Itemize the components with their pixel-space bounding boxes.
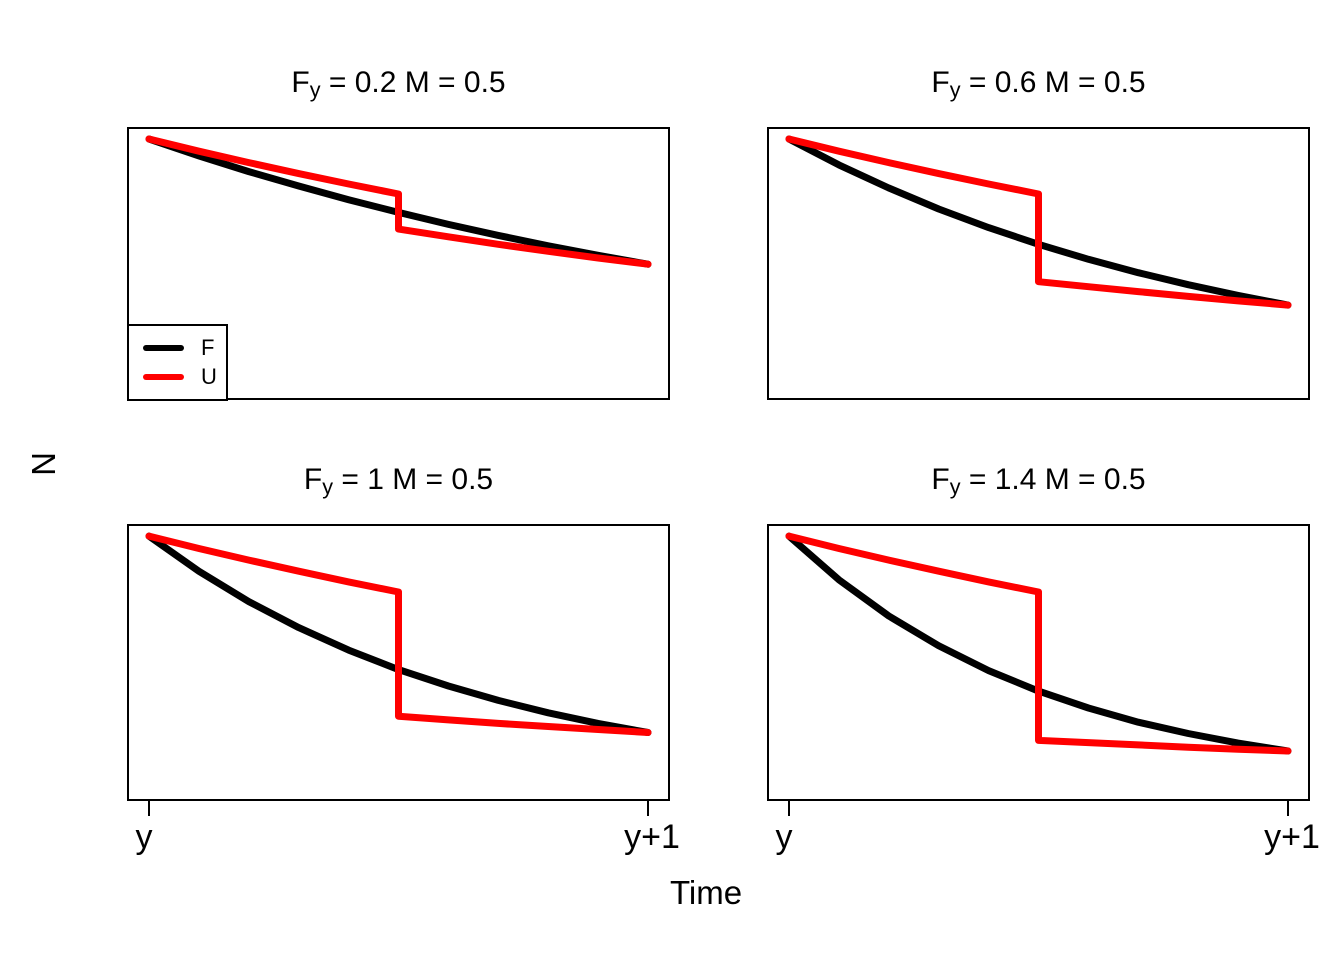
legend-label-U: U	[201, 364, 217, 389]
legend-entry-U: U	[129, 366, 226, 388]
legend-line-U	[143, 374, 184, 380]
panel-4-plot-area	[767, 524, 1310, 801]
panel-1-title-rest: = 0.2 M = 0.5	[320, 66, 506, 99]
panel-3-title-rest: = 1 M = 0.5	[333, 463, 494, 496]
panel-4-title: Fy = 1.4 M = 0.5	[767, 463, 1310, 500]
panel-2-plot-area	[767, 127, 1310, 400]
panel-1-curves	[145, 135, 652, 268]
x-tick-right-panel4	[1287, 801, 1289, 816]
x-tick-label-y-panel4: y	[775, 818, 793, 856]
panel-3-title-f: F	[303, 463, 323, 496]
panel-3-plot-area	[127, 524, 670, 801]
panel-3-title-sub: y	[322, 474, 334, 500]
y-axis-label: N	[25, 452, 62, 476]
panel-2-title-f: F	[931, 66, 950, 99]
x-tick-left-panel4	[788, 801, 790, 816]
panel-3-curves	[145, 532, 652, 736]
legend-entry-F: F	[129, 337, 226, 359]
panel-2-title-rest: = 0.6 M = 0.5	[960, 66, 1146, 99]
x-tick-right-panel3	[647, 801, 649, 816]
panel-2-title: Fy = 0.6 M = 0.5	[767, 66, 1310, 103]
curve-U	[145, 532, 652, 736]
curve-U	[785, 532, 1292, 755]
panel-1-title-f: F	[291, 66, 310, 99]
x-tick-label-y-panel3: y	[135, 818, 153, 856]
panel-4-title-sub: y	[949, 474, 961, 500]
panel-3-title: Fy = 1 M = 0.5	[127, 463, 670, 500]
x-axis-label: Time	[669, 874, 743, 911]
panel-4-curves	[785, 532, 1292, 755]
panel-1-title: Fy = 0.2 M = 0.5	[127, 66, 670, 103]
curve-U	[145, 135, 652, 268]
panel-2-curves	[785, 135, 1292, 309]
legend-label-F: F	[201, 335, 215, 360]
legend-line-F	[143, 345, 184, 351]
x-tick-left-panel3	[148, 801, 150, 816]
panel-1-title-sub: y	[309, 77, 321, 103]
panel-2-title-sub: y	[949, 77, 961, 103]
legend: F U	[127, 324, 228, 401]
curve-U	[785, 135, 1292, 309]
panel-4-title-rest: = 1.4 M = 0.5	[960, 463, 1146, 496]
x-tick-label-y1-panel4: y+1	[1264, 818, 1320, 856]
panel-4-title-f: F	[931, 463, 950, 496]
x-tick-label-y1-panel3: y+1	[624, 818, 680, 856]
